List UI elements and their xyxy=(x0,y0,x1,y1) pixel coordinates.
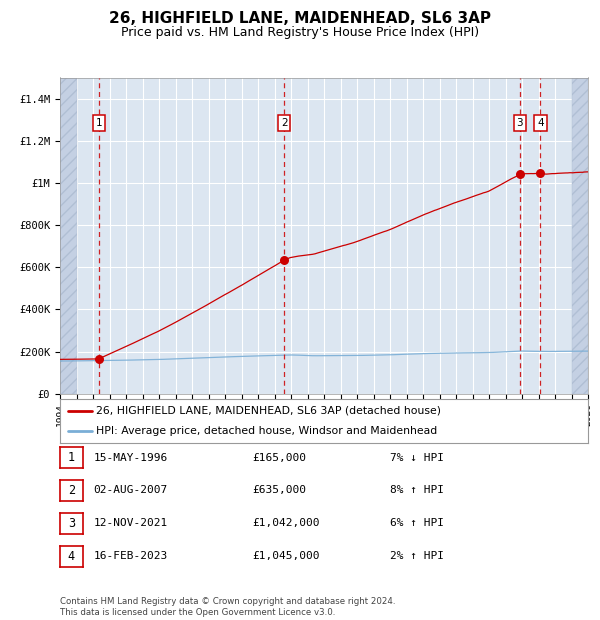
Text: 2% ↑ HPI: 2% ↑ HPI xyxy=(390,551,444,561)
Text: 7% ↓ HPI: 7% ↓ HPI xyxy=(390,453,444,463)
Text: £165,000: £165,000 xyxy=(252,453,306,463)
Text: 1: 1 xyxy=(96,118,103,128)
Text: 12-NOV-2021: 12-NOV-2021 xyxy=(94,518,168,528)
Text: £1,045,000: £1,045,000 xyxy=(252,551,320,561)
Text: £1,042,000: £1,042,000 xyxy=(252,518,320,528)
Text: £635,000: £635,000 xyxy=(252,485,306,495)
Text: 2: 2 xyxy=(281,118,287,128)
Text: 4: 4 xyxy=(537,118,544,128)
Text: 16-FEB-2023: 16-FEB-2023 xyxy=(94,551,168,561)
Text: 3: 3 xyxy=(68,517,75,529)
Text: 02-AUG-2007: 02-AUG-2007 xyxy=(94,485,168,495)
Text: 8% ↑ HPI: 8% ↑ HPI xyxy=(390,485,444,495)
Text: Contains HM Land Registry data © Crown copyright and database right 2024.
This d: Contains HM Land Registry data © Crown c… xyxy=(60,598,395,617)
Text: 26, HIGHFIELD LANE, MAIDENHEAD, SL6 3AP: 26, HIGHFIELD LANE, MAIDENHEAD, SL6 3AP xyxy=(109,11,491,26)
Text: 1: 1 xyxy=(68,451,75,464)
Text: 15-MAY-1996: 15-MAY-1996 xyxy=(94,453,168,463)
Text: Price paid vs. HM Land Registry's House Price Index (HPI): Price paid vs. HM Land Registry's House … xyxy=(121,26,479,39)
Text: 6% ↑ HPI: 6% ↑ HPI xyxy=(390,518,444,528)
Bar xyxy=(571,78,588,394)
Text: 2: 2 xyxy=(68,484,75,497)
Text: 26, HIGHFIELD LANE, MAIDENHEAD, SL6 3AP (detached house): 26, HIGHFIELD LANE, MAIDENHEAD, SL6 3AP … xyxy=(96,405,441,416)
Text: 4: 4 xyxy=(68,550,75,562)
Bar xyxy=(60,78,77,394)
Text: 3: 3 xyxy=(517,118,523,128)
Text: HPI: Average price, detached house, Windsor and Maidenhead: HPI: Average price, detached house, Wind… xyxy=(96,426,437,436)
